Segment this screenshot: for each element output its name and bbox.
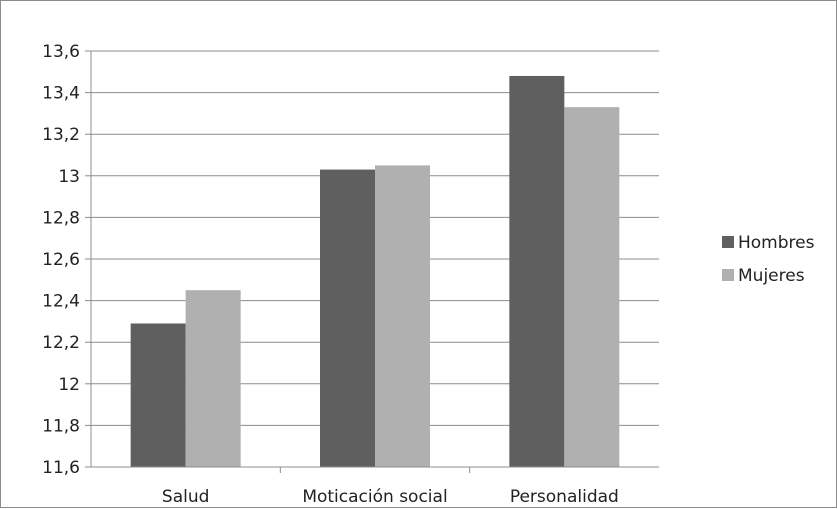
- y-tick-label: 12,8: [42, 208, 80, 228]
- legend-swatch-hombres: [722, 236, 734, 248]
- bar-mujeres-2: [375, 165, 430, 467]
- y-tick-label: 13,6: [42, 42, 80, 62]
- x-category-label: Moticación social: [302, 487, 447, 507]
- bar-hombres-1: [130, 323, 186, 467]
- y-tick-label: 13: [58, 167, 80, 187]
- y-tick-label: 12,6: [42, 250, 80, 270]
- x-axis-category-labels: Salud Moticación social Personalidad: [162, 487, 619, 507]
- axes: [85, 50, 659, 473]
- legend-label-mujeres: Mujeres: [738, 266, 805, 286]
- legend: Hombres Mujeres: [722, 233, 815, 286]
- bar-mujeres-1: [185, 290, 241, 467]
- bar-hombres-3: [509, 75, 565, 468]
- y-tick-label: 12,4: [42, 292, 80, 312]
- x-category-label: Salud: [162, 487, 210, 507]
- y-tick-label: 12: [58, 375, 80, 395]
- bar-mujeres-3: [564, 107, 620, 467]
- y-tick-label: 11,6: [42, 458, 80, 478]
- bars: [130, 75, 620, 468]
- x-category-label: Personalidad: [510, 487, 619, 507]
- y-tick-label: 13,4: [42, 84, 80, 104]
- y-tick-label: 12,2: [42, 333, 80, 353]
- y-tick-label: 11,8: [42, 416, 80, 436]
- bar-hombres-2: [320, 169, 375, 467]
- y-axis-tick-labels: 11,6 11,8 12 12,2 12,4 12,6 12,8 13 13,2 13,4 13,6: [42, 42, 80, 478]
- legend-swatch-mujeres: [722, 269, 734, 281]
- y-tick-label: 13,2: [42, 125, 80, 145]
- legend-label-hombres: Hombres: [738, 233, 815, 253]
